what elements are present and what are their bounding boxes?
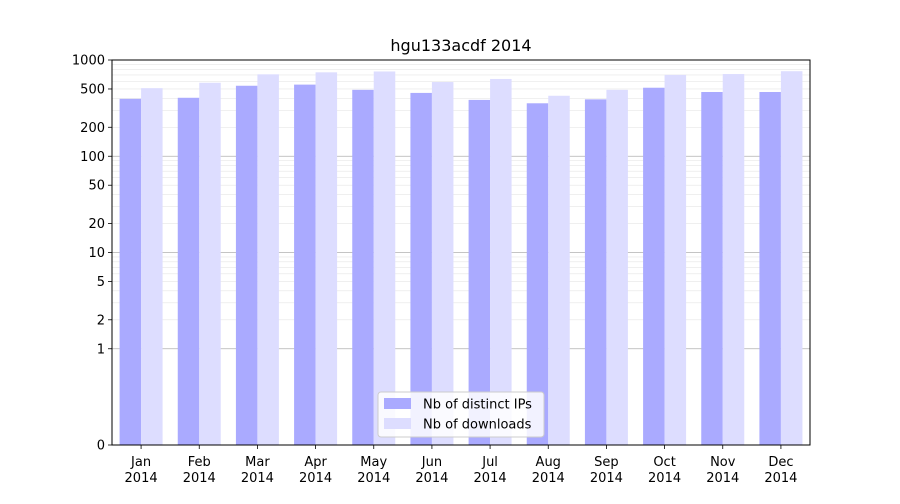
x-tick-label-month: Jan	[130, 455, 151, 470]
x-tick-label-year: 2014	[648, 471, 681, 486]
bar-downloads	[141, 88, 163, 446]
x-tick-label-month: Aug	[536, 455, 561, 470]
x-tick-label-month: Sep	[594, 455, 619, 470]
x-tick-label-month: Feb	[188, 455, 211, 470]
x-tick-label-year: 2014	[532, 471, 565, 486]
y-tick-label: 200	[80, 121, 105, 136]
x-tick-label-month: Mar	[245, 455, 270, 470]
bar-downloads	[606, 89, 628, 445]
bar-downloads	[315, 72, 338, 445]
x-tick-label-year: 2014	[474, 471, 507, 486]
y-tick-label: 1000	[72, 54, 105, 69]
x-tick-label-month: Jul	[481, 455, 498, 470]
bar-distinct-ips	[526, 103, 549, 445]
bar-downloads	[664, 74, 687, 446]
bar-distinct-ips	[352, 89, 374, 445]
x-tick-label-year: 2014	[125, 471, 158, 486]
bar-downloads	[722, 74, 745, 445]
bar-distinct-ips	[701, 92, 723, 445]
bar-distinct-ips	[235, 85, 258, 445]
bar-downloads	[490, 78, 512, 445]
x-tick-label-year: 2014	[415, 471, 448, 486]
y-tick-label: 2	[97, 313, 105, 328]
y-tick-label: 10	[88, 246, 105, 261]
x-tick-label-month: Oct	[653, 455, 675, 470]
bar-distinct-ips	[759, 92, 781, 445]
x-tick-label-year: 2014	[183, 471, 216, 486]
legend-swatch-downloads	[384, 418, 411, 429]
legend-label-downloads: Nb of downloads	[423, 418, 532, 433]
legend: Nb of distinct IPs Nb of downloads	[377, 391, 545, 438]
legend-swatch-distinct-ips	[384, 398, 411, 409]
bar-downloads	[780, 71, 803, 446]
bar-distinct-ips	[584, 99, 607, 445]
y-tick-label: 500	[80, 82, 105, 97]
bar-downloads	[548, 95, 570, 445]
bar-downloads	[199, 82, 221, 446]
y-tick-label: 50	[88, 179, 105, 194]
x-tick-label-year: 2014	[299, 471, 332, 486]
bar-distinct-ips	[177, 97, 200, 445]
x-tick-label-month: Jun	[421, 455, 442, 470]
grid	[112, 59, 810, 350]
bar-downloads	[431, 82, 454, 446]
legend-box	[377, 391, 545, 438]
x-tick-label-year: 2014	[241, 471, 274, 486]
bar-distinct-ips	[119, 98, 142, 446]
y-tick-label: 100	[80, 150, 105, 165]
x-tick-label-year: 2014	[357, 471, 390, 486]
bar-downloads	[373, 71, 396, 446]
x-tick-label-month: Nov	[710, 455, 736, 470]
bar-downloads	[257, 74, 279, 446]
bar-distinct-ips	[294, 84, 316, 445]
bars	[119, 71, 803, 446]
bar-distinct-ips	[643, 87, 665, 445]
y-tick-label: 1	[97, 342, 105, 357]
bar-distinct-ips	[468, 99, 491, 445]
axes: Jan2014Feb2014Mar2014Apr2014May2014Jun20…	[72, 54, 811, 486]
x-tick-label-year: 2014	[706, 471, 739, 486]
bar-distinct-ips	[410, 92, 432, 445]
y-tick-label: 20	[88, 217, 105, 232]
x-tick-label-year: 2014	[764, 471, 797, 486]
y-tick-label: 0	[97, 439, 105, 454]
chart-title: hgu133acdf 2014	[390, 36, 531, 55]
x-tick-label-month: May	[360, 455, 387, 470]
x-tick-label-month: Dec	[768, 455, 793, 470]
legend-label-distinct-ips: Nb of distinct IPs	[423, 398, 532, 413]
x-tick-label-year: 2014	[590, 471, 623, 486]
y-tick-label: 5	[97, 275, 105, 290]
x-tick-label-month: Apr	[304, 455, 327, 470]
